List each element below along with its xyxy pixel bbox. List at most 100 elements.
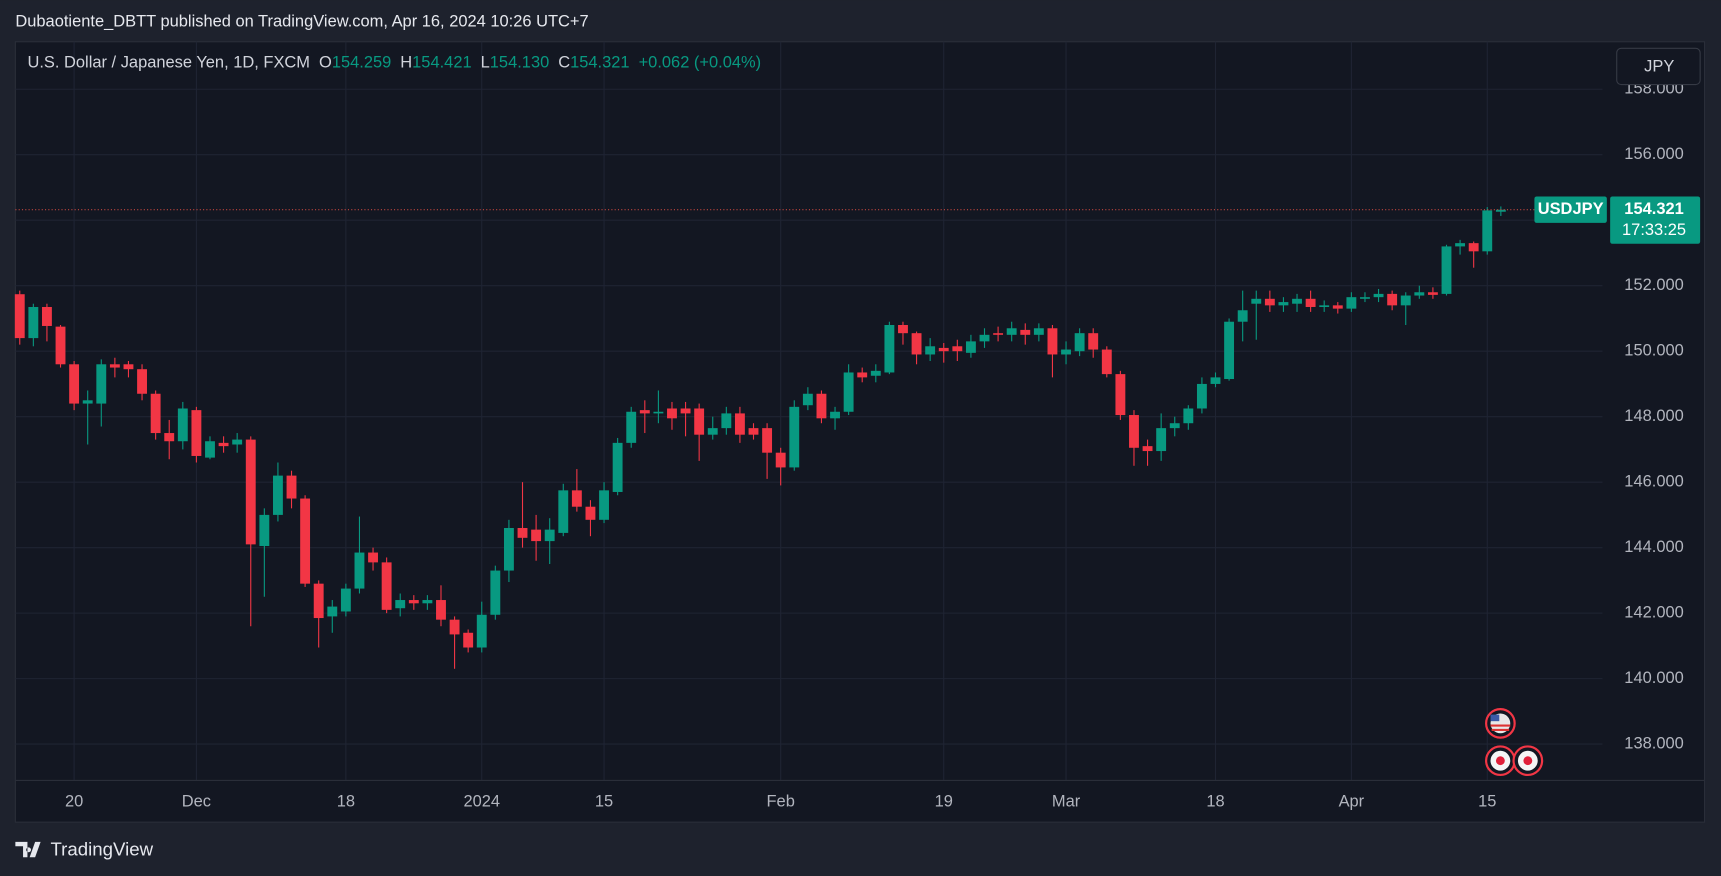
- ohlc-value: 154.321: [570, 54, 629, 72]
- candle-body: [993, 333, 1004, 335]
- candle-body: [1074, 333, 1085, 352]
- candle-body: [1427, 292, 1438, 295]
- candle-body: [748, 428, 759, 435]
- candle-body: [476, 614, 487, 648]
- candle-body: [490, 570, 501, 615]
- candle-body: [1156, 428, 1167, 452]
- flag-sun: [1523, 756, 1533, 766]
- x-tick-label: 20: [65, 793, 83, 811]
- currency-button[interactable]: JPY: [1616, 47, 1701, 86]
- ohlc-label: L: [481, 54, 490, 72]
- candle-body: [164, 433, 175, 442]
- y-tick-label: 150.000: [1624, 342, 1683, 360]
- candle-body: [286, 475, 297, 499]
- candle-body: [1360, 297, 1370, 299]
- candle-body: [1441, 246, 1452, 294]
- symbol-label-box: [1534, 196, 1607, 223]
- candle-body: [1319, 305, 1330, 307]
- price-label-box: [1610, 196, 1701, 244]
- event-icons[interactable]: [1485, 708, 1544, 777]
- candle-body: [816, 393, 827, 419]
- candle-body: [123, 364, 134, 370]
- candle-body: [667, 408, 677, 419]
- candle-body: [69, 364, 80, 404]
- symbol-title: U.S. Dollar / Japanese Yen, 1D, FXCM: [27, 54, 310, 72]
- attribution: Dubaotiente_DBTT published on TradingVie…: [15, 12, 588, 30]
- candle-body: [340, 588, 351, 612]
- candle-body: [1129, 415, 1139, 448]
- candle-body: [205, 441, 215, 458]
- candle-body: [191, 410, 202, 456]
- change: +0.062 (+0.04%): [639, 54, 762, 72]
- candle-body: [857, 372, 868, 378]
- countdown-label: 17:33:25: [1622, 221, 1686, 239]
- candle-body: [14, 294, 25, 339]
- candle-body: [531, 529, 542, 542]
- candle-body: [830, 411, 840, 419]
- ohlc-label: O: [319, 54, 332, 72]
- logo-icon[interactable]: [15, 841, 41, 858]
- candle-body: [1292, 298, 1302, 304]
- y-tick-label: 140.000: [1624, 669, 1683, 687]
- candle-body: [368, 552, 378, 563]
- y-tick-label: 146.000: [1624, 473, 1683, 491]
- candle-body: [544, 529, 555, 542]
- x-tick-label: 2024: [463, 793, 500, 811]
- candle-body: [1115, 374, 1126, 416]
- x-tick-label: Dec: [182, 793, 211, 811]
- candle-body: [1020, 329, 1031, 335]
- candle-body: [680, 408, 691, 414]
- candle-body: [1061, 349, 1071, 355]
- candle-body: [272, 475, 283, 515]
- candle-body: [775, 452, 786, 468]
- candle-body: [1495, 209, 1506, 212]
- candle-body: [1251, 298, 1262, 304]
- candle-body: [721, 413, 732, 429]
- y-tick-label: 138.000: [1624, 734, 1683, 752]
- y-tick-label: 152.000: [1624, 276, 1683, 294]
- candle-body: [232, 439, 243, 445]
- flag-canton: [1490, 714, 1500, 722]
- candle-body: [109, 364, 120, 368]
- legend-line: U.S. Dollar / Japanese Yen, 1D, FXCM O15…: [27, 54, 761, 72]
- candle-body: [177, 408, 188, 442]
- candle-body: [843, 372, 854, 412]
- ohlc-label: C: [558, 54, 570, 72]
- candle-body: [1088, 333, 1099, 350]
- x-tick-label: Mar: [1052, 793, 1081, 811]
- logo-text[interactable]: TradingView: [50, 839, 153, 860]
- y-tick-label: 148.000: [1624, 407, 1683, 425]
- x-tick-label: 19: [935, 793, 953, 811]
- candle-body: [1183, 408, 1194, 424]
- candle-body: [1210, 377, 1221, 384]
- candle-body: [55, 326, 66, 365]
- candle-body: [354, 552, 365, 589]
- candle-body: [245, 439, 256, 545]
- candle-body: [1482, 210, 1493, 252]
- candle-body: [965, 341, 976, 353]
- candle-body: [1332, 305, 1343, 309]
- candle-body: [653, 411, 664, 414]
- candle-body: [558, 490, 569, 533]
- candle-body: [585, 506, 596, 520]
- button-label[interactable]: JPY: [1644, 57, 1674, 75]
- candle-body: [1387, 293, 1398, 306]
- y-tick-label: 144.000: [1624, 538, 1683, 556]
- footer-logo[interactable]: TradingView: [15, 839, 154, 860]
- candle-body: [1237, 310, 1248, 322]
- candle-body: [1414, 292, 1425, 296]
- candle-body: [422, 600, 433, 604]
- axes: 138.000 140.000 142.000 144.000 146.000 148.0…: [65, 80, 1701, 811]
- candle-body: [82, 400, 93, 404]
- x-tick-label: 15: [1478, 793, 1496, 811]
- candle-body: [1455, 243, 1466, 247]
- x-tick-label: Apr: [1339, 793, 1365, 811]
- y-tick-label: 142.000: [1624, 603, 1683, 621]
- candle-body: [870, 370, 881, 376]
- button-frame[interactable]: [1616, 47, 1701, 86]
- ohlc-label: H: [400, 54, 412, 72]
- candle-body: [150, 393, 161, 434]
- ohlc-value: 154.259: [332, 54, 391, 72]
- x-tick-label: Feb: [767, 793, 795, 811]
